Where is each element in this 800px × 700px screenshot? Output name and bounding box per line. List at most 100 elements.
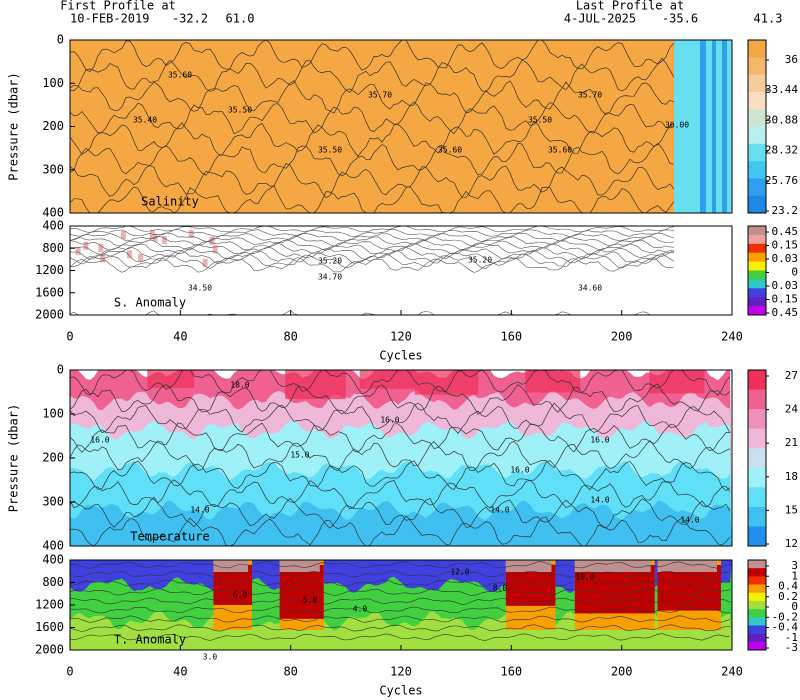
contour-line	[69, 39, 675, 73]
x-tick-label: 200	[611, 665, 633, 679]
panel-label: Salinity	[141, 195, 199, 209]
contour-line	[69, 624, 731, 632]
y-tick-label: 1600	[35, 620, 64, 634]
colorbar-label: -0.03	[765, 279, 798, 292]
y-tick-label: 1600	[35, 285, 64, 299]
contour-line	[69, 422, 731, 453]
contour-line	[69, 235, 675, 247]
y-tick-label: 100	[42, 407, 64, 421]
colorbar-label: 0.03	[772, 252, 799, 265]
field	[83, 241, 89, 250]
colorbar-frame	[747, 369, 767, 547]
contour-line	[69, 57, 675, 93]
contour-line	[69, 561, 731, 569]
x-tick-label: 160	[500, 665, 522, 679]
field	[649, 370, 705, 394]
y-tick-label: 300	[42, 162, 64, 176]
field	[188, 230, 194, 239]
colorbar-label: 18	[785, 470, 798, 483]
colorbar-label: 23.2	[772, 204, 799, 217]
x-tick-label: 80	[283, 665, 297, 679]
field	[161, 235, 167, 244]
contour-line	[69, 228, 675, 238]
colorbar-segment	[748, 306, 766, 316]
colorbar-segment	[748, 288, 766, 298]
y-tick-label: 200	[42, 451, 64, 465]
x-tick-label: 160	[500, 330, 522, 344]
field	[98, 243, 104, 252]
colorbar-segment	[748, 568, 766, 577]
colorbar-label: 33.44	[765, 83, 798, 96]
contour-line	[69, 242, 675, 256]
colorbar-label: 12	[785, 537, 798, 550]
plot-field	[69, 369, 732, 547]
plot-field	[69, 39, 732, 214]
colorbar-frame	[747, 39, 767, 214]
x-axis-label: Cycles	[379, 684, 422, 698]
colorbar-label: -0.2	[772, 610, 799, 623]
field	[70, 500, 732, 546]
contour-line	[69, 225, 675, 233]
colorbar-label: -1	[785, 631, 798, 644]
contour-line	[69, 496, 731, 529]
first-lat: -32.2	[172, 12, 208, 26]
panel-label: T. Anomaly	[114, 633, 186, 647]
colorbar-segment	[748, 74, 766, 93]
contour-label: 35.50	[228, 106, 252, 115]
field	[359, 370, 415, 389]
field	[712, 40, 716, 213]
y-tick-label: 1200	[35, 598, 64, 612]
contour-line	[69, 80, 675, 115]
contour-label: 35.20	[318, 257, 342, 266]
colorbar-segment	[748, 370, 766, 390]
field	[70, 40, 674, 213]
colorbar-segment	[748, 234, 766, 245]
last-lat: -35.6	[662, 12, 698, 26]
first-profile-label: First Profile at	[60, 0, 176, 13]
contour-line	[69, 440, 731, 472]
contour-line	[69, 579, 731, 587]
field	[574, 565, 655, 614]
y-tick-label: 400	[42, 206, 64, 220]
field	[285, 370, 346, 400]
contour-label: 35.70	[368, 91, 392, 100]
contour-label: 35.40	[133, 116, 157, 125]
colorbar-segment	[748, 641, 766, 651]
y-tick-label: 100	[42, 76, 64, 90]
colorbar-label: 28.32	[765, 144, 798, 157]
contour-line	[69, 120, 675, 158]
y-tick-label: 0	[57, 363, 64, 377]
colorbar-segment	[748, 600, 766, 610]
colorbar-segment	[748, 389, 766, 410]
colorbar-label: 0.15	[772, 239, 799, 252]
contour-label: 34.70	[318, 273, 342, 282]
field	[152, 233, 158, 242]
contour-label: 5.0	[303, 596, 318, 605]
colorbar-segment	[748, 625, 766, 634]
x-tick-label: 40	[173, 665, 187, 679]
first-lon: 61.0	[226, 12, 255, 26]
colorbar-frame	[747, 225, 767, 316]
colorbar-segment	[748, 252, 766, 262]
contour-label: 14.0	[680, 516, 699, 525]
field	[525, 370, 581, 393]
colorbar-segment	[748, 261, 766, 271]
contour-label: 35.20	[468, 256, 492, 265]
contour-label: 14.0	[190, 506, 209, 515]
colorbar-label: 0.2	[778, 590, 798, 603]
colorbar-segment	[748, 91, 766, 110]
y-tick-label: 400	[42, 553, 64, 567]
field	[574, 560, 651, 572]
contour-label: 35.50	[528, 116, 552, 125]
contour-line	[69, 163, 675, 199]
contour-line	[69, 249, 675, 265]
contour-line	[69, 383, 731, 415]
colorbar-frame	[747, 559, 767, 651]
y-tick-label: 200	[42, 119, 64, 133]
y-tick-label: 400	[42, 539, 64, 553]
field	[279, 560, 320, 572]
contour-label: 6.0	[233, 591, 248, 600]
colorbar-label: 21	[785, 436, 798, 449]
panel-label: Temperature	[130, 530, 209, 544]
colorbar-label: 0	[791, 266, 798, 279]
